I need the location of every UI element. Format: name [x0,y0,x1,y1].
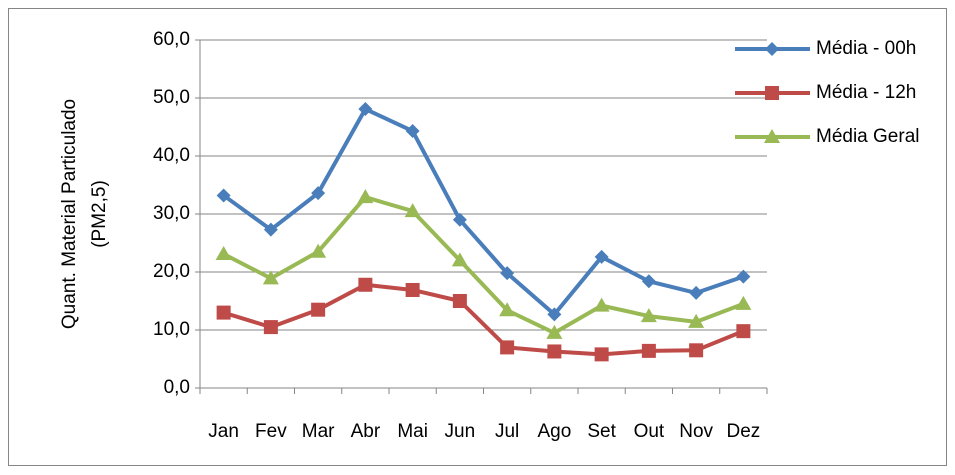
y-axis-label: Quant. Material Particulado [59,99,80,329]
y-axis-label: (PM2,5) [89,180,110,248]
legend-label: Média Geral [816,126,920,147]
marker [216,188,231,203]
marker [500,266,515,281]
marker [594,347,609,362]
marker [358,277,373,292]
marker [451,252,468,267]
marker [547,307,562,322]
marker [689,343,704,358]
x-tick-label: Jun [445,421,476,442]
marker [499,302,516,317]
marker [546,324,563,339]
x-tick-label: Abr [351,421,381,442]
marker [311,186,326,201]
x-tick-label: Jul [495,421,519,442]
marker [263,320,278,335]
series-line [222,195,745,335]
marker [405,282,420,297]
x-tick-label: Out [634,421,665,442]
y-tick-label: 30,0 [153,203,190,224]
series-line [222,107,745,317]
legend-label: Média - 12h [816,82,916,103]
x-tick-label: Set [587,421,616,442]
marker [500,340,515,355]
marker [764,129,780,143]
marker [593,297,610,312]
marker [405,124,420,139]
marker [641,274,656,289]
marker [735,295,752,310]
marker [357,189,374,204]
series-line [223,282,745,357]
marker [215,246,232,261]
y-tick-label: 40,0 [153,145,190,166]
marker [216,305,231,320]
marker [310,243,327,258]
marker [640,308,657,323]
marker [641,343,656,358]
marker [688,313,705,328]
x-tick-label: Dez [726,421,760,442]
y-tick-label: 20,0 [153,261,190,282]
marker [263,222,278,237]
marker [358,102,373,117]
marker [452,294,467,308]
marker [736,324,751,339]
x-tick-label: Mai [397,421,428,442]
y-tick-label: 10,0 [153,319,190,340]
marker [689,285,704,300]
marker [311,302,326,317]
y-tick-label: 0,0 [164,377,190,398]
marker [547,344,562,359]
x-tick-label: Nov [679,421,713,442]
marker [594,249,609,264]
marker [736,269,751,284]
legend-label: Média - 00h [816,38,916,59]
x-tick-label: Ago [537,421,571,442]
y-tick-label: 50,0 [153,87,190,108]
x-tick-label: Fev [255,421,287,442]
marker [262,270,279,285]
marker [404,203,421,218]
marker [452,212,467,227]
marker [765,42,779,56]
x-tick-label: Mar [302,421,335,442]
marker [765,86,779,100]
y-tick-label: 60,0 [153,29,190,50]
x-tick-label: Jan [208,421,239,442]
